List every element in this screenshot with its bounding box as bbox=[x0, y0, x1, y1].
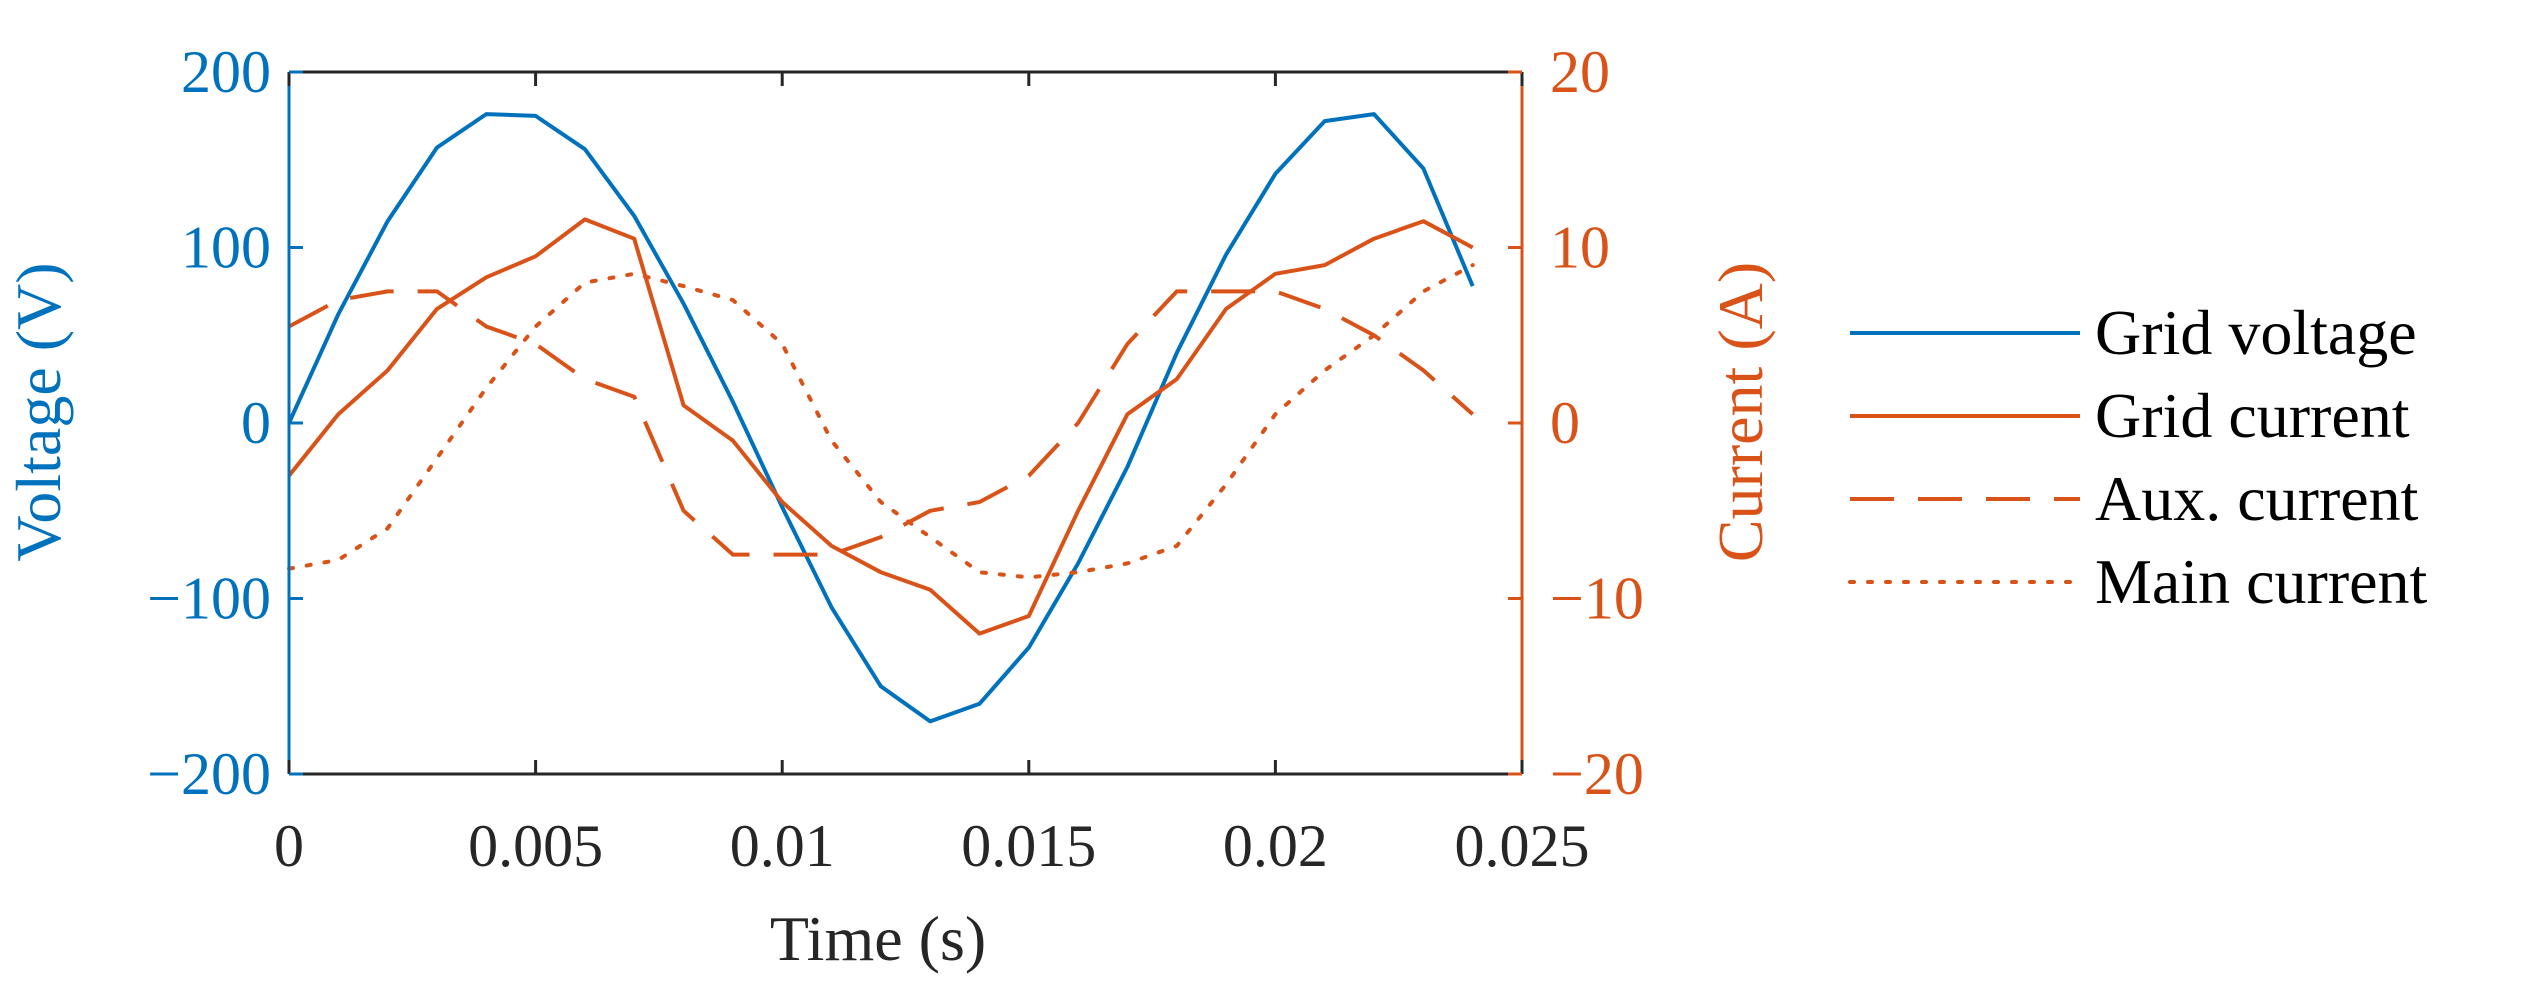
series-line-main-current bbox=[287, 263, 1475, 580]
right-y-axis-label: Current (A) bbox=[1705, 262, 1776, 562]
left-y-tick-label: −200 bbox=[147, 741, 271, 807]
series-line-aux-current bbox=[288, 289, 1475, 557]
left-y-tick-label: 0 bbox=[241, 390, 271, 456]
x-tick-label: 0 bbox=[274, 813, 304, 879]
labels-layer: Time (s) Voltage (V) Current (A) bbox=[3, 262, 1776, 974]
legend-label-grid-voltage: Grid voltage bbox=[2095, 297, 2417, 368]
series-line-grid-current bbox=[287, 217, 1474, 636]
axes-layer: 0 0.005 0.01 0.015 0.02 0.0252001000−100−2002… bbox=[147, 39, 1644, 879]
right-y-tick-label: 0 bbox=[1550, 390, 1580, 456]
right-y-tick-label: −20 bbox=[1550, 741, 1644, 807]
x-tick-label: 0.015 bbox=[961, 813, 1096, 879]
x-tick-label: 0.025 bbox=[1455, 813, 1590, 879]
left-y-tick-label: 100 bbox=[181, 215, 271, 281]
x-axis-label: Time (s) bbox=[770, 903, 986, 974]
legend: Grid voltage Grid current Aux. current Main… bbox=[1848, 297, 2428, 617]
series-layer bbox=[287, 112, 1475, 724]
left-y-tick-label: 200 bbox=[181, 39, 271, 105]
legend-label-aux-current: Aux. current bbox=[2095, 463, 2419, 534]
x-tick-label: 0.01 bbox=[730, 813, 835, 879]
left-y-tick-label: −100 bbox=[147, 566, 271, 632]
right-y-tick-label: −10 bbox=[1550, 566, 1644, 632]
legend-label-grid-current: Grid current bbox=[2095, 380, 2410, 451]
series-line-grid-voltage bbox=[287, 112, 1475, 724]
legend-label-main-current: Main current bbox=[2095, 546, 2428, 617]
right-y-tick-label: 20 bbox=[1550, 39, 1610, 105]
left-y-axis-label: Voltage (V) bbox=[3, 262, 74, 561]
x-tick-label: 0.005 bbox=[468, 813, 603, 879]
x-tick-label: 0.02 bbox=[1223, 813, 1328, 879]
right-y-tick-label: 10 bbox=[1550, 215, 1610, 281]
